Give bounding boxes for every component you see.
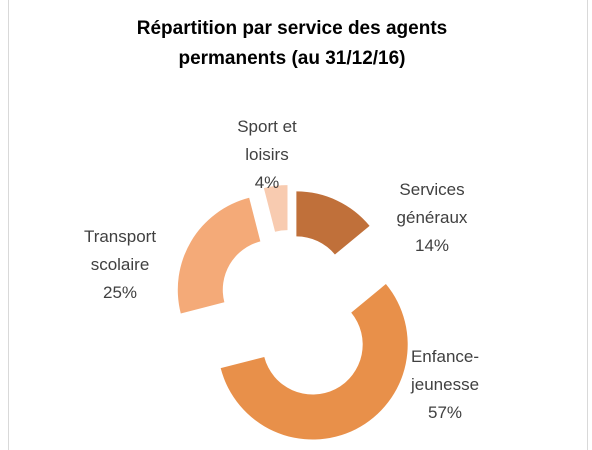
slice-label: Transport scolaire 25% [65,223,175,307]
donut-slice [263,185,288,232]
category-label: Sport et loisirs [237,117,297,164]
donut-slice [220,283,408,440]
chart-title: Répartition par service des agents perma… [136,18,448,69]
category-label: Enfance-jeunesse [410,347,480,394]
value-label: 57% [427,403,463,422]
value-label: 14% [414,236,450,255]
donut-slice [177,197,261,314]
value-label: 25% [102,283,138,302]
donut-slice [296,191,370,255]
value-label: 4% [254,173,280,192]
slice-label: Sport et loisirs 4% [222,113,312,197]
slice-label: Enfance-jeunesse 57% [405,343,485,427]
category-label: Transport scolaire [83,227,157,274]
slice-label: Services généraux 14% [387,176,477,260]
category-label: Services généraux [396,180,468,227]
chart-frame [8,0,588,450]
